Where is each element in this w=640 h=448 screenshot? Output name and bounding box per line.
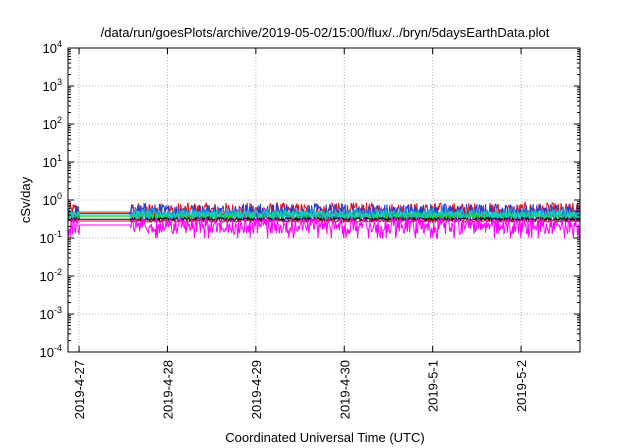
y-tick-label: 10-3 xyxy=(40,305,62,322)
y-tick-label: 102 xyxy=(43,115,62,132)
series-line xyxy=(67,215,581,239)
series-layer xyxy=(67,200,581,239)
x-tick-label: 2019-5-2 xyxy=(514,360,529,412)
x-tick-label: 2019-4-27 xyxy=(72,360,87,419)
series-line xyxy=(67,215,581,223)
y-tick-label: 104 xyxy=(43,39,62,56)
y-tick-label: 10-1 xyxy=(40,229,62,246)
grid xyxy=(68,48,580,352)
chart-title: /data/run/goesPlots/archive/2019-05-02/1… xyxy=(101,25,550,40)
y-tick-label: 100 xyxy=(43,191,62,208)
x-tick-label: 2019-4-28 xyxy=(160,360,175,419)
series-line xyxy=(67,209,581,221)
y-axis-label: cSv/day xyxy=(18,176,33,223)
y-tick-label: 10-4 xyxy=(40,343,62,360)
y-tick-label: 103 xyxy=(43,77,62,94)
series-line xyxy=(67,218,581,224)
x-axis-label: Coordinated Universal Time (UTC) xyxy=(225,430,424,445)
y-tick-label: 10-2 xyxy=(40,267,62,284)
x-tick-label: 2019-4-30 xyxy=(337,360,352,419)
ticks xyxy=(68,47,580,353)
y-tick-label: 101 xyxy=(43,153,62,170)
x-tick-labels: 2019-4-27 2019-4-28 2019-4-29 2019-4-30 2019… xyxy=(72,360,529,419)
y-tick-labels: 10-4 10-3 10-2 10-1 100 101 102 103 104 xyxy=(40,39,62,360)
x-tick-label: 2019-5-1 xyxy=(426,360,441,412)
x-tick-label: 2019-4-29 xyxy=(249,360,264,419)
